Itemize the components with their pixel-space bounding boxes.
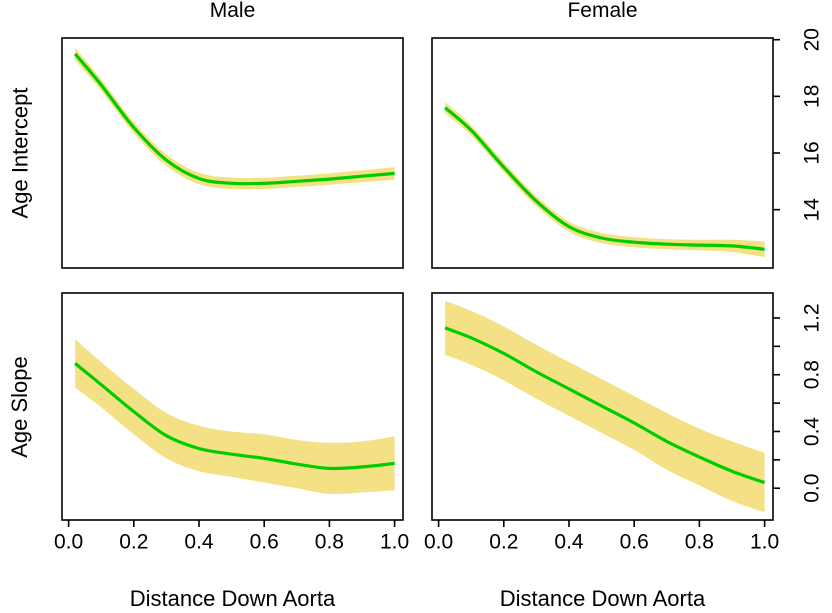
x-tick-label: 0.4: [184, 531, 214, 554]
y-axis-title-age-slope-text: Age Slope: [7, 355, 32, 458]
x-tick-label: 0.2: [489, 531, 518, 554]
x-tick-label: 0.0: [54, 531, 83, 554]
y-tick-label: 14: [801, 198, 824, 222]
panel-border-female-age-slope: [431, 292, 774, 521]
y-tick-label: 16: [801, 141, 824, 164]
x-tick-label: 0.2: [119, 531, 148, 554]
y-tick-label: 18: [801, 85, 824, 108]
y-tick-label: 0.8: [801, 360, 824, 389]
fit-line-female-age-slope: [444, 326, 766, 485]
confidence-band-male-age-slope: [75, 339, 395, 495]
x-tick-label: 0.6: [250, 531, 279, 554]
y-tick-label: 1.2: [801, 303, 824, 332]
panel-border-male-age-intercept: [61, 37, 404, 269]
confidence-band-female-age-intercept: [445, 102, 765, 258]
y-tick-label: 0.4: [801, 417, 824, 447]
x-tick-label: 0.0: [424, 531, 453, 554]
x-axis-title-left: Distance Down Aorta: [129, 586, 336, 611]
fit-line-male-age-intercept: [73, 52, 395, 186]
y-tick-label: 0.0: [801, 474, 824, 503]
y-axis-title-age-intercept-text: Age Intercept: [7, 87, 32, 219]
x-tick-label: 0.4: [554, 531, 584, 554]
x-tick-label: 0.8: [315, 531, 344, 554]
column-title-female: Female: [567, 0, 638, 22]
x-tick-label: 1.0: [750, 531, 779, 554]
column-title-male: Male: [209, 0, 256, 22]
x-tick-label: 0.6: [620, 531, 649, 554]
y-axis-title-age-slope: Age Slope: [2, 293, 38, 520]
panel-border-male-age-slope: [61, 292, 404, 521]
y-tick-label: 20: [801, 28, 824, 51]
fit-line-female-age-intercept: [444, 106, 765, 251]
fit-line-male-age-slope: [74, 362, 395, 471]
y-axis-title-age-intercept: Age Intercept: [2, 38, 38, 268]
confidence-band-male-age-intercept: [75, 47, 395, 190]
x-tick-label: 1.0: [380, 531, 409, 554]
x-axis-title-right: Distance Down Aorta: [499, 586, 706, 611]
x-tick-label: 0.8: [685, 531, 714, 554]
